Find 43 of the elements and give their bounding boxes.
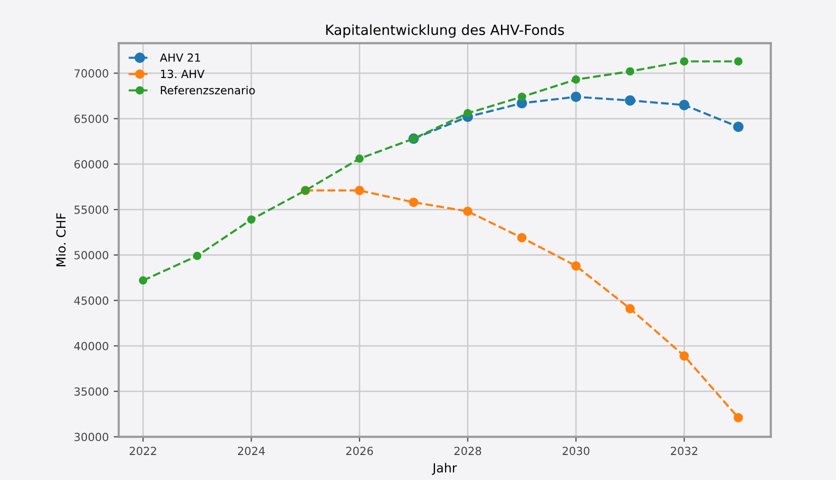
point bbox=[354, 186, 364, 196]
y-tick-label: 50000 bbox=[74, 250, 108, 260]
y-tick-label: 45000 bbox=[74, 296, 108, 305]
point bbox=[680, 351, 689, 361]
y-tick-label: 60000 bbox=[74, 160, 108, 168]
y-tick-label: 35000 bbox=[74, 387, 108, 396]
point bbox=[355, 154, 364, 163]
x-axis-title: Jahr bbox=[432, 462, 457, 475]
x-tick-label: 2028 bbox=[454, 446, 482, 456]
point bbox=[624, 95, 636, 106]
x-tick-label: 2022 bbox=[130, 446, 156, 456]
y-tick-label: 70000 bbox=[74, 69, 108, 78]
point bbox=[680, 57, 688, 66]
point bbox=[625, 304, 635, 314]
point bbox=[679, 100, 690, 110]
point bbox=[570, 92, 582, 102]
y-tick-label: 40000 bbox=[74, 342, 108, 350]
point bbox=[463, 206, 472, 216]
y-tick-label: 55000 bbox=[74, 206, 108, 214]
legend-label: 13. AHV bbox=[161, 70, 204, 78]
legend-label: Referenzszenario bbox=[160, 86, 255, 94]
point bbox=[193, 252, 202, 260]
point bbox=[733, 122, 744, 132]
point bbox=[734, 57, 742, 66]
point bbox=[626, 67, 634, 76]
point bbox=[247, 215, 256, 224]
point bbox=[734, 413, 744, 422]
point bbox=[518, 92, 526, 101]
x-tick-label: 2030 bbox=[562, 446, 590, 456]
y-axis-title: Mio. CHF bbox=[56, 213, 66, 266]
point bbox=[138, 276, 148, 285]
y-tick-label: 65000 bbox=[74, 114, 108, 124]
point bbox=[408, 198, 418, 207]
point bbox=[571, 261, 581, 271]
x-tick-label: 2026 bbox=[346, 446, 373, 456]
chart-title: Kapitalentwicklung des AHV-Fonds bbox=[326, 24, 564, 38]
point bbox=[572, 75, 580, 84]
point bbox=[464, 109, 472, 118]
point bbox=[517, 233, 527, 242]
x-tick-label: 2024 bbox=[238, 446, 265, 456]
y-tick-label: 30000 bbox=[74, 432, 108, 442]
x-tick-label: 2032 bbox=[670, 446, 698, 456]
legend-label: AHV 21 bbox=[160, 53, 200, 62]
